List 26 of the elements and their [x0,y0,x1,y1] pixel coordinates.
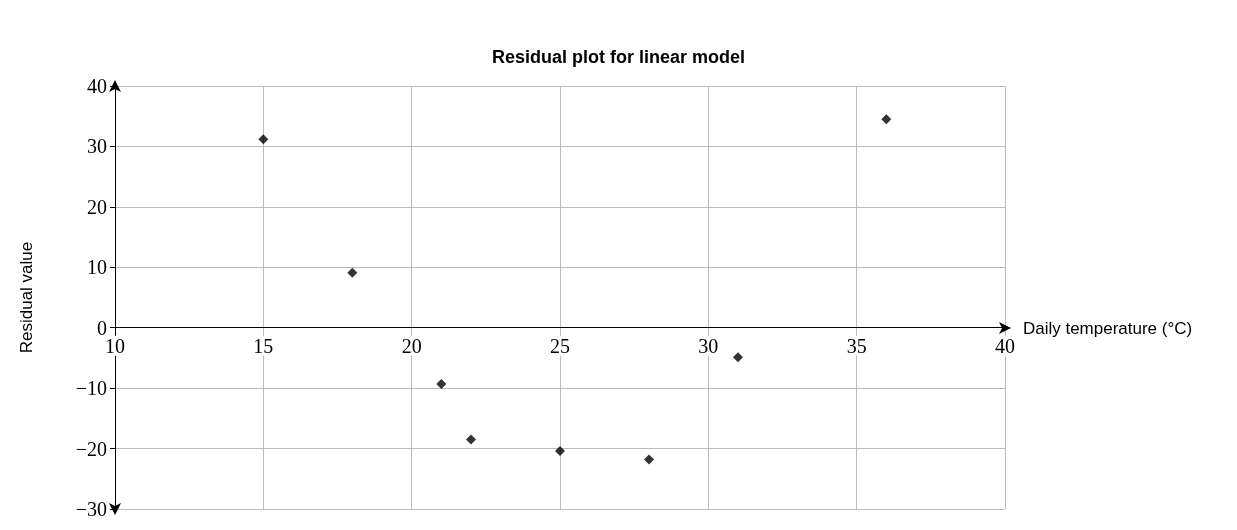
point [466,434,476,445]
y-tick-label: 0 [97,316,107,339]
x-tick-label: 25 [550,334,570,357]
point [555,445,565,456]
x-axis-title: Daily temperature (°C) [1022,319,1193,339]
x-tick-label: 35 [846,334,867,357]
point [733,352,743,363]
point [347,267,358,278]
x-tick-label: 30 [698,334,719,357]
chart-title: Residual plot for linear model [491,47,746,67]
x-tick-label: 10 [105,334,125,357]
y-tick-label: 20 [87,195,107,218]
y-axis-title: Residual value [17,241,36,354]
y-tick-label: 10 [87,256,107,279]
point [881,114,892,125]
y-tick-label: 30 [87,135,107,158]
y-tick-label: −10 [75,377,107,400]
point [258,134,269,145]
y-tick-label: 40 [87,75,107,97]
x-tick-label: 15 [253,334,274,357]
x-tick-label: 20 [401,334,422,357]
point [436,378,447,389]
point [644,454,654,465]
y-tick-label: −30 [75,498,107,520]
x-tick-label: 40 [995,334,1015,357]
y-tick-label: −20 [75,437,107,460]
